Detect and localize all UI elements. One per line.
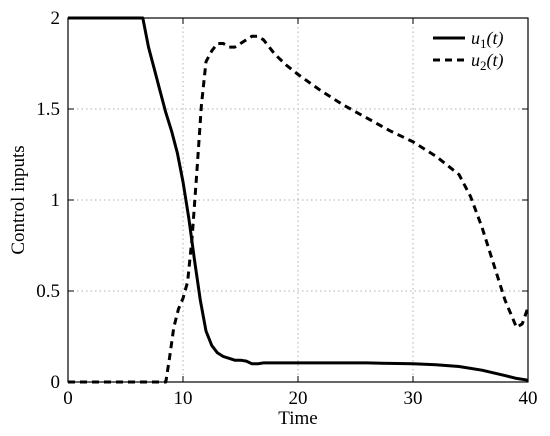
x-tick-label: 0 (63, 388, 73, 409)
x-tick-label: 20 (289, 388, 308, 409)
y-tick-label: 0.5 (36, 281, 60, 302)
x-tick-label: 30 (404, 388, 423, 409)
legend: u1(t)u2(t) (429, 24, 526, 74)
y-tick-label: 1.5 (36, 99, 60, 120)
plot-series (68, 16, 530, 384)
grid-lines (68, 18, 528, 382)
x-axis-label: Time (278, 408, 317, 429)
x-tick-label: 40 (519, 388, 538, 409)
series-line-1 (68, 16, 529, 382)
legend-label-1: u1(t) (471, 28, 504, 51)
x-tick-label: 10 (174, 388, 193, 409)
y-tick-label: 0 (51, 372, 61, 393)
y-axis-label: Control inputs (8, 145, 29, 254)
series-line-2 (68, 34, 530, 384)
legend-box (429, 24, 526, 74)
legend-label-2: u2(t) (471, 50, 504, 73)
y-tick-label: 1 (51, 190, 61, 211)
axis-ticks: 0 10 20 30 40 0 0.5 1 1.5 2 (36, 8, 537, 409)
y-tick-label: 2 (51, 8, 61, 29)
